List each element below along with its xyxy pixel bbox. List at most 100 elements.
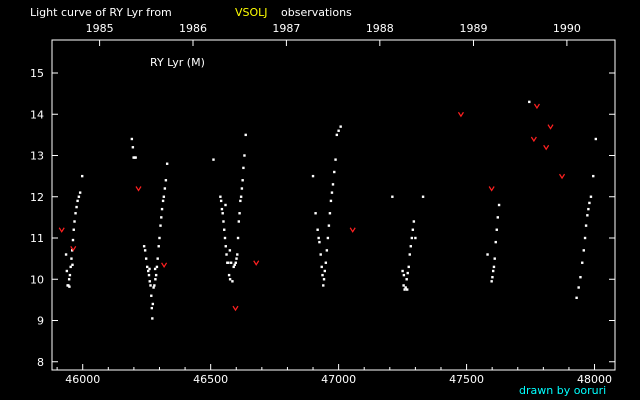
data-point	[337, 129, 340, 132]
x-tick-label: 47500	[449, 373, 484, 386]
data-point	[131, 146, 135, 149]
data-point	[231, 280, 234, 283]
data-point	[147, 273, 151, 277]
data-point	[238, 212, 241, 215]
plot-frame	[51, 39, 616, 371]
data-point	[496, 216, 499, 219]
data-point	[150, 306, 154, 310]
data-point	[80, 174, 84, 178]
data-point	[582, 249, 585, 252]
data-point	[414, 236, 417, 240]
data-point	[153, 284, 156, 287]
y-tick-label: 12	[30, 191, 44, 204]
y-tick-label: 11	[30, 232, 44, 245]
data-point	[68, 285, 71, 288]
data-point	[227, 273, 231, 277]
data-point	[412, 220, 416, 223]
data-point	[142, 245, 146, 248]
chart-subtitle: RY Lyr (M)	[150, 56, 205, 69]
fainter-than-mark	[530, 136, 537, 143]
data-point	[584, 224, 588, 227]
data-point	[67, 284, 70, 287]
data-point	[589, 195, 593, 198]
data-point	[575, 296, 578, 300]
data-point	[152, 286, 155, 289]
fainter-than-mark	[135, 186, 142, 192]
year-label: 1986	[179, 22, 207, 35]
data-point	[224, 245, 227, 248]
data-point	[409, 245, 412, 248]
data-point	[243, 154, 246, 157]
credit-label: drawn by ooruri	[519, 384, 606, 397]
data-point	[220, 207, 224, 211]
data-point	[421, 195, 425, 198]
data-point	[242, 166, 245, 170]
data-point	[239, 195, 243, 198]
data-point	[311, 174, 315, 178]
data-point	[219, 199, 223, 203]
data-point	[235, 257, 238, 260]
data-point	[149, 284, 152, 287]
data-point	[76, 199, 79, 203]
data-point	[229, 261, 233, 264]
fainter-than-mark	[349, 227, 356, 233]
data-point	[162, 195, 166, 198]
data-point	[588, 201, 591, 205]
year-label: 1988	[366, 22, 394, 35]
data-point	[155, 265, 159, 269]
data-point	[223, 236, 227, 240]
x-tick-label: 47000	[321, 373, 356, 386]
y-tick-label: 15	[30, 67, 44, 80]
x-tick-label: 46000	[65, 373, 100, 386]
data-point	[579, 275, 582, 279]
year-label: 1987	[272, 22, 300, 35]
data-point	[71, 249, 74, 252]
fainter-than-mark	[559, 173, 566, 180]
data-point	[74, 212, 77, 215]
data-point	[490, 280, 493, 283]
data-point	[401, 269, 404, 273]
data-point	[583, 236, 587, 240]
data-point	[227, 261, 230, 264]
year-label: 1985	[86, 22, 114, 35]
year-label: 1990	[553, 22, 581, 35]
data-point	[486, 253, 489, 256]
data-point	[232, 265, 235, 269]
data-point	[236, 236, 240, 240]
data-point	[320, 265, 323, 269]
data-point	[154, 273, 158, 277]
data-point	[586, 214, 589, 217]
data-point	[164, 179, 168, 182]
data-point	[318, 240, 321, 244]
points-layer	[58, 100, 598, 320]
data-point	[222, 220, 225, 223]
x-tick-label: 46500	[193, 373, 228, 386]
data-point	[148, 280, 151, 283]
data-point	[528, 100, 531, 104]
y-tick-label: 14	[30, 108, 44, 121]
data-point	[69, 265, 72, 269]
data-point	[410, 236, 414, 240]
data-point	[330, 191, 334, 194]
data-point	[592, 174, 595, 178]
data-point	[402, 284, 405, 287]
fainter-than-mark	[457, 111, 464, 118]
y-tick-label: 10	[30, 273, 44, 286]
data-point	[325, 249, 329, 252]
data-point	[239, 199, 242, 203]
data-point	[134, 156, 137, 159]
data-point	[492, 265, 496, 269]
data-point	[314, 212, 317, 215]
fainter-than-mark	[488, 186, 495, 192]
x-tick-label: 48000	[577, 373, 612, 386]
data-point	[224, 203, 227, 207]
data-point	[339, 125, 342, 128]
data-point	[319, 253, 322, 256]
fainter-than-mark	[232, 305, 239, 312]
data-point	[322, 278, 326, 281]
data-point	[143, 249, 147, 252]
fainter-than-mark	[547, 124, 554, 130]
chart-title-part-1: Light curve of RY Lyr from	[30, 6, 172, 19]
data-point	[240, 187, 244, 190]
